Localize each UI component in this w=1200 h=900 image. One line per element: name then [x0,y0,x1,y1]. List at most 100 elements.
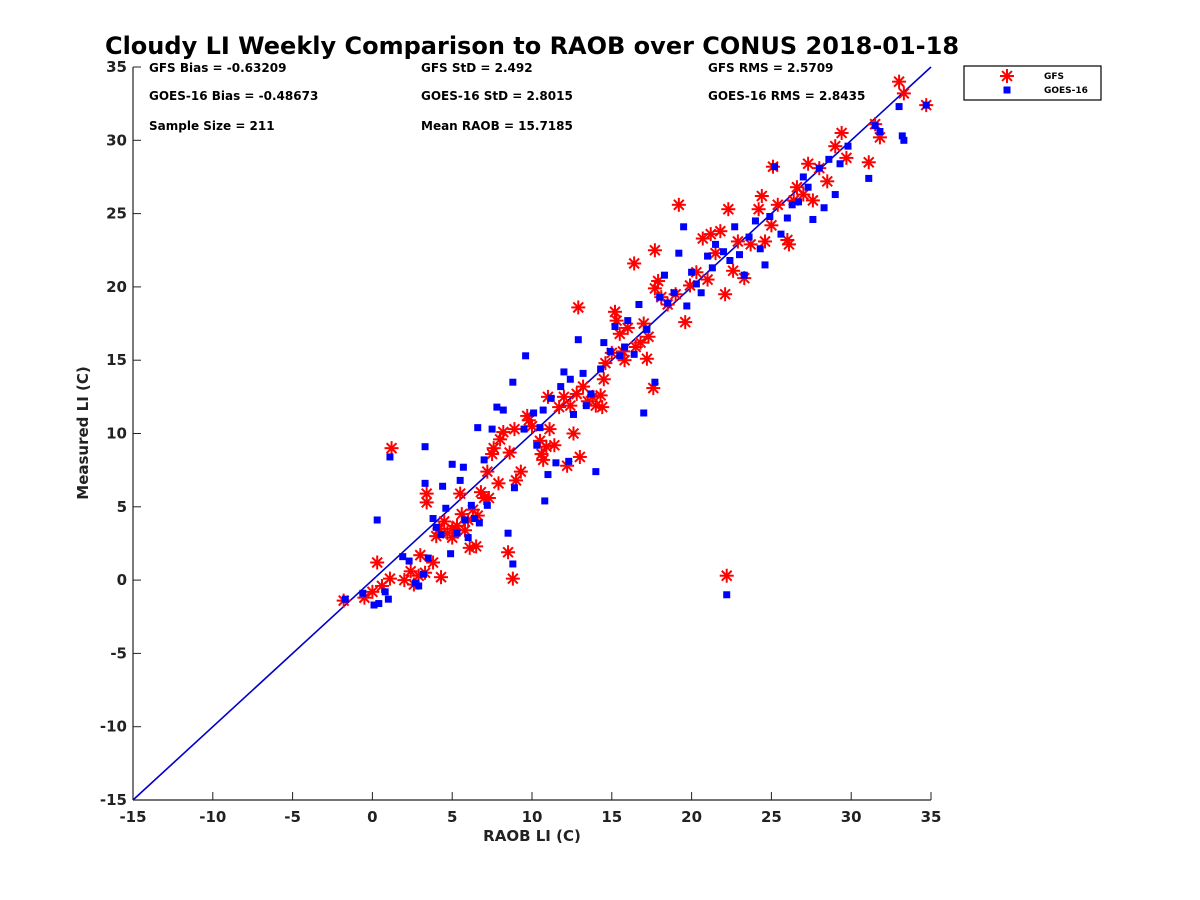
gfs-point [571,300,586,315]
goes16-point [471,515,479,523]
goes16-point [723,591,731,599]
goes16-point [640,409,648,417]
goes16-point [712,240,720,248]
goes16-point [566,375,574,383]
goes16-point [488,425,496,433]
x-tick-label: 35 [921,808,942,826]
goes16-point [448,460,456,468]
goes16-point [670,289,678,297]
goes16-point [871,122,879,130]
gfs-point [536,452,551,467]
x-axis-label: RAOB LI (C) [483,827,581,845]
goes16-point [815,164,823,172]
goes16-point [745,233,753,241]
goes16-point [735,251,743,259]
gfs-point [721,202,736,217]
goes16-point [844,142,852,150]
gfs-point [781,237,796,252]
goes16-point [437,531,445,539]
x-tick-label: -15 [119,808,146,826]
gfs-point [892,74,907,89]
goes16-point [467,501,475,509]
gfs-point [678,315,693,330]
goes16-point [831,191,839,199]
stat-annotation: GOES-16 StD = 2.8015 [421,89,573,103]
x-tick-label: 0 [367,808,377,826]
gfs-point [700,272,715,287]
gfs-point [647,243,662,258]
goes16-point [592,468,600,476]
goes16-point [865,174,873,182]
goes16-point [680,223,688,231]
x-tick-label: 25 [761,808,782,826]
stat-annotation: GFS Bias = -0.63209 [149,61,286,75]
goes16-point [783,214,791,222]
y-tick-label: -10 [100,718,127,736]
goes16-point [799,173,807,181]
goes16-point [456,476,464,484]
legend-box [963,65,1102,101]
gfs-point [547,438,562,453]
gfs-point [563,398,578,413]
y-tick-label: 5 [117,498,127,516]
goes16-point [475,519,483,527]
gfs-point [382,571,397,586]
gfs-point [730,234,745,249]
gfs-point [576,379,591,394]
goes16-point [415,582,423,590]
gfs-point [501,545,516,560]
gfs-point [419,495,434,510]
x-tick-label: 10 [522,808,543,826]
gfs-point [805,193,820,208]
gfs-point [496,425,511,440]
stats-annotations: GFS Bias = -0.63209 GFS StD = 2.492 GFS RM… [149,61,865,133]
stat-annotation: GFS StD = 2.492 [421,61,533,75]
x-tick-label: -5 [284,808,301,826]
y-tick-label: 0 [117,571,127,589]
y-tick-label: 30 [106,131,127,149]
gfs-point [469,539,484,554]
y-tick-label: 20 [106,278,127,296]
goes16-point [611,322,619,330]
gfs-point [726,263,741,278]
goes16-point [432,523,440,531]
x-tick-label: -10 [199,808,226,826]
goes16-point [726,257,734,265]
goes16-point [675,249,683,257]
gfs-point [556,389,571,404]
gfs-point [542,422,557,437]
y-tick-label: 35 [106,58,127,76]
stat-annotation: Mean RAOB = 15.7185 [421,119,573,133]
goes16-point [539,406,547,414]
gfs-point [612,326,627,341]
goes16-point [341,595,349,603]
gfs-point [434,570,449,585]
goes16-point [895,103,903,111]
goes16-point [533,441,541,449]
goes16-point [509,560,517,568]
goes16-point [761,261,769,269]
goes16-point [569,410,577,418]
goes16-point [704,252,712,260]
goes16-point [688,268,696,276]
x-tick-label: 20 [681,808,702,826]
gfs-point [896,86,911,101]
gfs-point [671,197,686,212]
goes16-point [483,501,491,509]
goes16-point [692,280,700,288]
goes16-point [520,425,528,433]
x-tick-label: 15 [601,808,622,826]
goes16-point [898,132,906,140]
y-tick-label: 15 [106,351,127,369]
goes16-point [552,459,560,467]
goes16-point [660,271,668,279]
gfs-point [820,174,835,189]
goes16-point [804,183,812,191]
gfs-point [764,218,779,233]
goes16-point [777,230,785,238]
goes16-point [480,456,488,464]
gfs-point [595,400,610,415]
goes16-point [597,365,605,373]
stat-annotation: GOES-16 Bias = -0.48673 [149,89,318,103]
legend-label: GFS [1044,72,1064,82]
